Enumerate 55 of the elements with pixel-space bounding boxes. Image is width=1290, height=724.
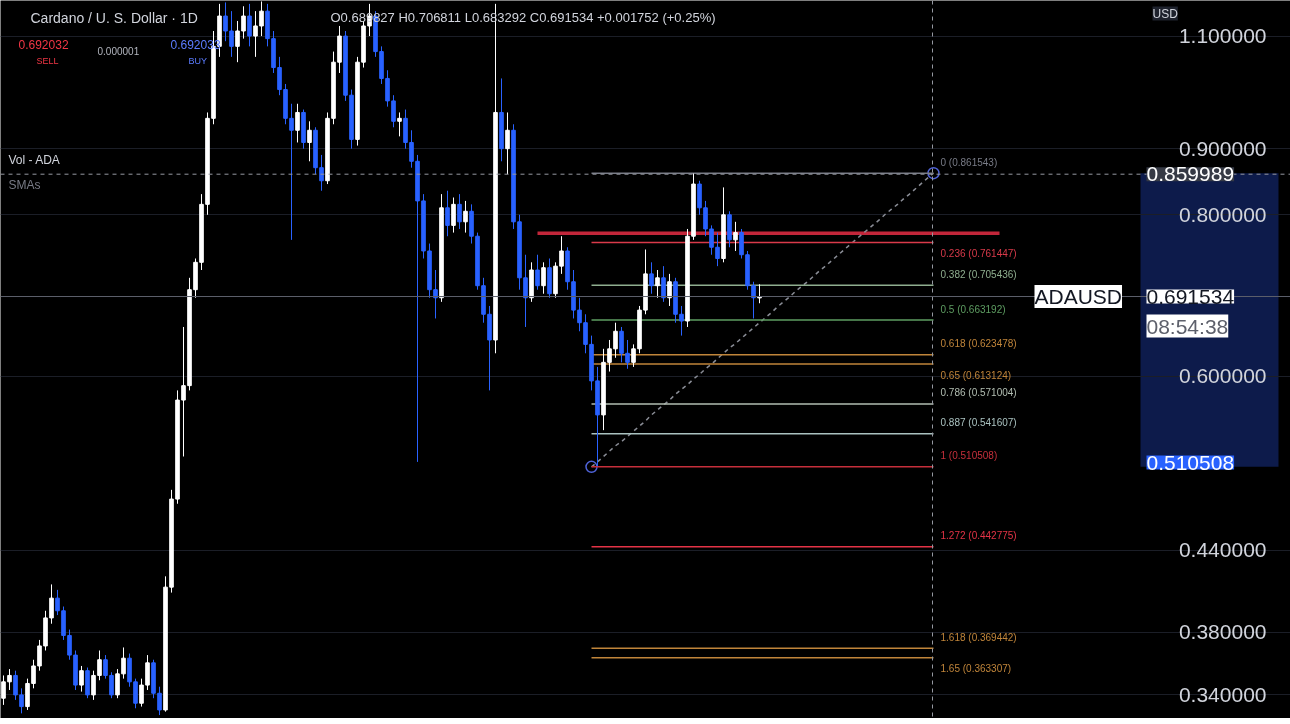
y-tick-label: 0.440000 [1178, 538, 1267, 562]
candlestick [445, 190, 450, 237]
annotation: SMAs [8, 177, 41, 192]
annotation: SELL [36, 55, 59, 66]
series-label: 0.382 (0.705436) [940, 268, 1017, 280]
candlestick [457, 193, 462, 230]
candlestick [451, 197, 456, 234]
candlestick [229, 10, 234, 58]
y-tick-label: 0.900000 [1178, 136, 1267, 160]
candlestick [505, 111, 510, 175]
candlestick [223, 1, 228, 42]
text: Cardano / U. S. Dollar · 1D [30, 9, 198, 26]
candlestick [307, 120, 312, 162]
candlestick [733, 221, 738, 252]
y-tick-label: 0.600000 [1178, 364, 1267, 388]
candlestick [235, 20, 240, 63]
y-tick-label: 0.380000 [1178, 620, 1267, 644]
candlestick [649, 261, 654, 295]
annotation: Vol - ADA [8, 152, 60, 167]
candlestick [241, 5, 246, 40]
series-label: 0.5 (0.663192) [940, 303, 1006, 315]
candlestick [247, 3, 252, 47]
candlestick [655, 269, 660, 299]
series-label: 1.65 (0.363307) [940, 663, 1012, 675]
series-label: 1.618 (0.369442) [940, 631, 1017, 643]
ref-line-label: 0.859989 [1146, 162, 1235, 186]
candlestick [661, 265, 666, 303]
text: USD [1152, 6, 1179, 21]
series-label: 1 (0.510508) [940, 450, 998, 462]
candlestick [463, 200, 468, 234]
series-label: 0.887 (0.541607) [940, 417, 1017, 429]
candlestick [667, 273, 672, 307]
candlestick [253, 10, 258, 58]
series-label: 0.618 (0.623478) [940, 338, 1017, 350]
series-label: 0.786 (0.571004) [940, 387, 1017, 399]
candlestick [79, 665, 84, 693]
candlestick [295, 103, 300, 143]
annotation: BUY [188, 55, 208, 66]
candlestick [535, 254, 540, 291]
series-label: 0 (0.861543) [940, 156, 998, 168]
series-label: 0.236 (0.761447) [940, 247, 1017, 259]
annotation: 0.000001 [97, 45, 140, 57]
candlestick [541, 261, 546, 295]
y-tick-label: 0.800000 [1178, 202, 1267, 226]
text: 08:54:38 [1146, 314, 1229, 338]
annotation: 0.692032 [18, 37, 69, 52]
ref-line-label: 0.691534 [1146, 284, 1235, 308]
annotation: ADAUSD [1034, 285, 1123, 309]
text: 0.510508 [1146, 450, 1235, 474]
candlestick [397, 111, 402, 137]
y-tick-label: 1.100000 [1178, 24, 1267, 48]
series-label: 0.65 (0.613124) [940, 369, 1012, 381]
y-tick-label: 0.340000 [1178, 682, 1267, 706]
candlestick [259, 0, 264, 37]
series-label: 1.272 (0.442775) [940, 530, 1017, 542]
